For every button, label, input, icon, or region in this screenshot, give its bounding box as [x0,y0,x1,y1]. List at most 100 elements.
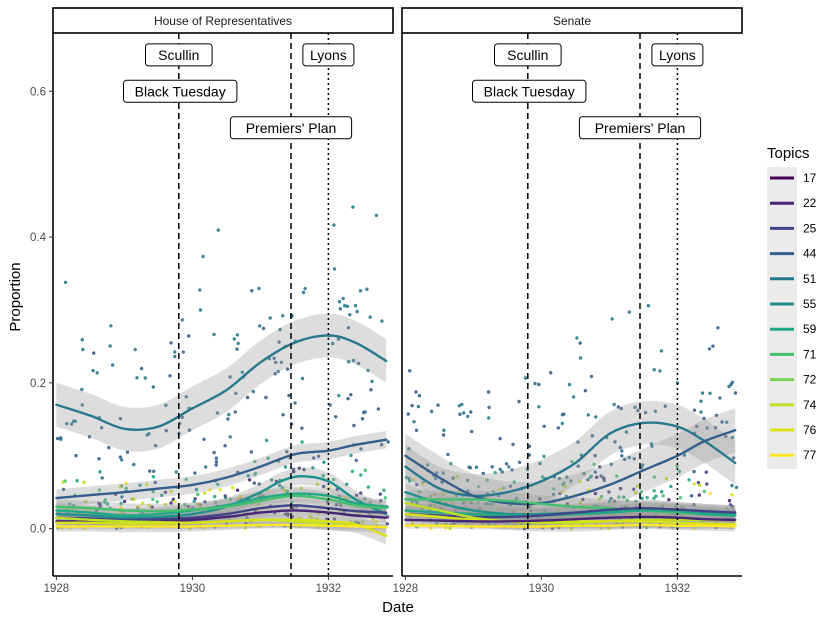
x-axis-title: Date [382,599,414,616]
scatter-point [374,519,378,524]
scatter-point [627,455,631,460]
confidence-band-topic-51 [405,400,736,518]
scatter-point [692,469,696,474]
scatter-point [124,481,128,486]
scatter-point [328,403,332,407]
legend-label-topic-22: 22 [803,196,817,210]
scatter-point [607,526,611,530]
scatter-point [476,501,480,505]
scatter-point [214,460,219,464]
scatter-point [208,488,212,492]
scatter-point [601,476,606,480]
scatter-point [578,356,583,360]
scatter-point [59,437,63,441]
scatter-point [163,490,168,494]
scatter-point [611,502,616,506]
event-label-black-tuesday: Black Tuesday [123,79,238,103]
scatter-point [249,450,254,454]
scatter-point [278,483,282,488]
scatter-point [485,478,489,482]
panel-strip-senate [401,7,743,34]
smooth-line-topic-51 [404,421,737,498]
scatter-point [581,497,585,502]
scatter-point [238,494,243,499]
scatter-point [507,465,511,469]
scatter-point [458,412,462,416]
scatter-point [489,502,493,507]
scatter-point [508,484,513,488]
legend-label-topic-59: 59 [803,322,817,336]
scatter-point [246,474,250,478]
scatter-point [565,502,569,506]
event-label-scullin: Scullin [494,43,562,67]
scatter-point [466,489,470,493]
scatter-point [444,526,448,530]
scatter-point [497,506,501,511]
scatter-point [105,502,110,506]
scatter-point [435,521,439,525]
scatter-point [300,426,304,430]
scatter-point [300,376,305,381]
scatter-point [633,405,637,409]
scatter-point [349,393,353,397]
scatter-point [454,508,458,512]
scatter-point [652,368,656,372]
scatter-point [202,437,206,441]
scatter-point [692,482,696,486]
scatter-point [351,358,356,363]
scatter-point [432,503,436,507]
legend-label-topic-74: 74 [803,398,817,412]
scatter-point [80,338,85,342]
scatter-point [434,476,438,481]
legend-label-topic-76: 76 [803,423,817,437]
scatter-point [493,471,497,475]
scatter-point [285,367,290,371]
scatter-point [107,445,111,450]
scatter-point [235,488,240,492]
scatter-point [560,421,564,426]
scatter-point [186,504,191,509]
scatter-point [180,415,184,419]
scatter-point [448,526,452,531]
scatter-point [613,440,617,444]
scatter-point [589,474,593,478]
scatter-point [164,429,168,433]
scatter-point [75,479,79,483]
scatter-point [468,466,472,470]
scatter-point [669,484,673,489]
scatter-point [595,475,599,479]
scatter-point [240,370,244,374]
y-tick-label: 0.6 [30,86,46,98]
smooth-line-topic-71 [55,494,388,513]
scatter-point [257,286,261,291]
scatter-point [675,464,679,468]
scatter-point [502,486,506,490]
scatter-point [363,497,367,501]
scatter-point [659,349,664,353]
scatter-point [228,435,232,439]
scatter-point [187,334,191,338]
scatter-point [356,361,361,366]
scatter-point [635,484,639,488]
scatter-point [218,488,222,492]
scatter-point [184,477,188,482]
scatter-point [279,360,284,364]
scatter-point [194,487,199,492]
scatter-point [699,399,703,403]
scatter-point [371,517,375,522]
scatter-point [349,453,353,458]
scatter-point [652,475,656,479]
scatter-point [446,452,450,457]
smooth-line-topic-44 [55,438,388,500]
event-label-text: Premiers' Plan [595,120,686,136]
scatter-point [705,426,709,430]
scatter-point [425,463,430,467]
smooth-line-topic-51 [55,334,388,431]
confidence-band-topic-51 [56,313,387,452]
scatter-point [707,347,712,351]
scatter-point [527,444,532,448]
x-tick-label: 1930 [180,583,206,595]
scatter-point [150,505,154,509]
scatter-point [169,489,173,493]
